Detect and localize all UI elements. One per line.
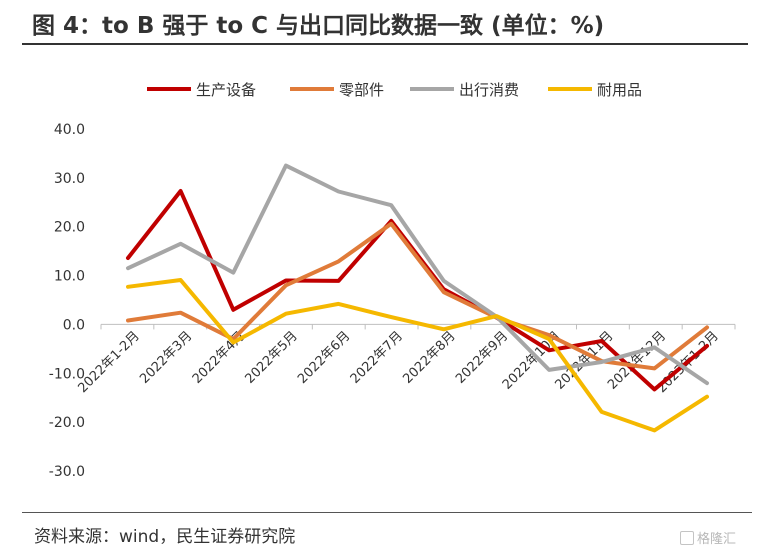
series-line <box>126 278 709 433</box>
plot-area <box>126 163 709 433</box>
x-axis: 2022年1-2月2022年3月2022年4月2022年5月2022年6月202… <box>75 323 736 396</box>
source-divider <box>22 512 752 513</box>
figure-title: 图 4：to B 强于 to C 与出口同比数据一致 (单位：%) <box>32 13 605 39</box>
x-tick-label: 2022年3月 <box>137 329 195 387</box>
y-axis: -30.0 -20.0 -10.0 0.0 10.0 20.0 30.0 40.0 <box>49 122 85 480</box>
line-chart: 生产设备 零部件 出行消费 耐用品 -30.0 -20.0 -10.0 0.0 10.0 20.… <box>49 81 736 480</box>
watermark-logo-icon <box>680 531 694 545</box>
y-tick-label: 30.0 <box>54 171 85 187</box>
source-note: 资料来源：wind，民生证券研究院 <box>34 527 296 547</box>
y-tick-label: -20.0 <box>49 415 85 431</box>
legend-label: 生产设备 <box>196 81 256 99</box>
series-line <box>126 163 709 386</box>
x-tick-label: 2022年6月 <box>295 329 353 387</box>
watermark-text: 格隆汇 <box>697 532 737 547</box>
x-tick-label: 2022年5月 <box>243 329 301 387</box>
legend-label: 零部件 <box>339 81 384 99</box>
legend-label: 耐用品 <box>597 81 642 99</box>
x-tick-label: 2022年7月 <box>348 329 406 387</box>
y-tick-label: -30.0 <box>49 464 85 480</box>
y-tick-label: 40.0 <box>54 122 85 138</box>
y-tick-label: 20.0 <box>54 220 85 236</box>
x-tick-label: 2022年1-2月 <box>75 329 142 396</box>
legend-label: 出行消费 <box>459 81 519 99</box>
y-tick-label: 0.0 <box>63 317 85 333</box>
y-tick-label: 10.0 <box>54 269 85 285</box>
y-tick-label: -10.0 <box>49 366 85 382</box>
chart-legend: 生产设备 零部件 出行消费 耐用品 <box>147 81 642 99</box>
title-divider <box>22 43 748 45</box>
x-tick-label: 2022年8月 <box>400 329 458 387</box>
watermark: 格隆汇 <box>680 528 736 547</box>
